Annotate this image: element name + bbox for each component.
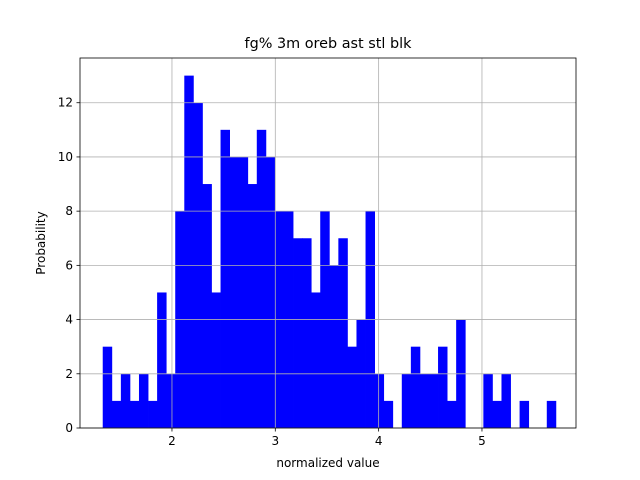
histogram-bar [447, 400, 457, 428]
y-tick-label: 0 [65, 421, 73, 435]
histogram-bar [338, 238, 348, 428]
histogram-bar [492, 400, 502, 428]
histogram-bar [293, 238, 303, 428]
y-tick-label: 10 [58, 150, 73, 164]
chart-title: fg% 3m oreb ast stl blk [245, 36, 413, 52]
y-tick-label: 2 [65, 367, 73, 381]
histogram-bar [220, 129, 230, 428]
histogram-bar [311, 292, 321, 428]
ticks-layer: 2 3 4 5 0 2 4 6 8 10 12 [58, 96, 486, 448]
histogram-bar [501, 373, 511, 428]
histogram-bar [148, 400, 158, 428]
histogram-bar [329, 265, 339, 428]
histogram-bar [229, 156, 240, 428]
histogram-bar [302, 238, 312, 428]
histogram-bar [202, 184, 212, 428]
histogram-bar [138, 373, 149, 428]
y-tick-label: 4 [65, 313, 73, 327]
histogram-bar [546, 400, 557, 428]
x-tick-label: 2 [168, 434, 176, 448]
histogram-bar [483, 373, 493, 428]
x-axis-label: normalized value [276, 456, 379, 470]
x-tick-label: 4 [375, 434, 383, 448]
histogram-bar [410, 346, 421, 428]
x-tick-label: 3 [271, 434, 279, 448]
histogram-bar [347, 346, 357, 428]
histogram-bar [419, 373, 430, 428]
histogram-bar [428, 373, 439, 428]
histogram-bar [265, 156, 276, 428]
histogram-bar [211, 292, 221, 428]
histogram-bar [374, 373, 385, 428]
x-tick-label: 5 [478, 434, 486, 448]
y-tick-label: 8 [65, 204, 73, 218]
histogram-bar [184, 75, 194, 429]
histogram-bar [129, 400, 140, 428]
histogram-bar [256, 129, 267, 428]
y-axis-label: Probability [34, 211, 48, 274]
histogram-bar [247, 184, 258, 428]
histogram-bar [519, 400, 530, 428]
histogram-bar [111, 400, 122, 428]
histogram-bar [238, 156, 249, 428]
histogram-bar [120, 373, 131, 428]
plot-frame [79, 57, 577, 429]
y-tick-label: 12 [58, 96, 73, 110]
histogram-bar [157, 292, 167, 428]
histogram-bar [383, 400, 394, 428]
histogram-bar [438, 346, 448, 428]
y-tick-label: 6 [65, 258, 73, 272]
histogram-bar [166, 373, 176, 428]
histogram-bar [401, 373, 412, 428]
histogram-bar [102, 346, 113, 428]
